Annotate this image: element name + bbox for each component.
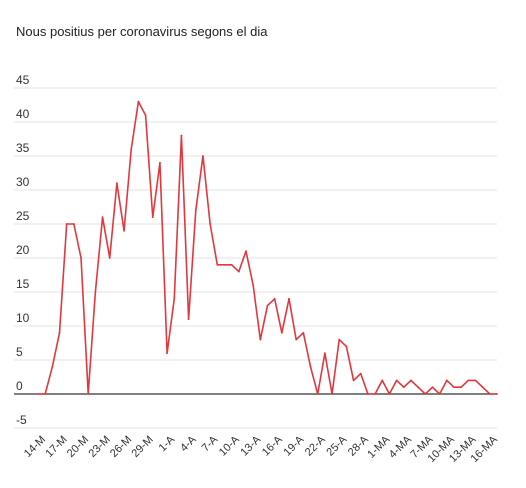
data-point bbox=[51, 365, 54, 368]
x-tick-label: 23-M bbox=[86, 434, 112, 460]
y-axis-ticks: -5 0 5 10 15 20 25 30 35 40 45 bbox=[16, 73, 30, 427]
data-point bbox=[481, 386, 484, 389]
series-group bbox=[37, 100, 498, 395]
data-point bbox=[65, 223, 68, 225]
data-point bbox=[316, 393, 319, 395]
data-point bbox=[445, 379, 448, 382]
data-point bbox=[144, 114, 147, 117]
x-tick-label: 1-MA bbox=[365, 433, 393, 461]
y-tick-label: 15 bbox=[16, 277, 30, 291]
data-point bbox=[180, 134, 183, 137]
x-tick-label: 22-A bbox=[303, 433, 328, 458]
y-tick-label: 30 bbox=[16, 175, 30, 189]
data-point bbox=[302, 331, 305, 334]
data-point bbox=[209, 223, 212, 225]
data-point bbox=[166, 352, 168, 355]
data-point bbox=[194, 209, 197, 212]
y-tick-label: 45 bbox=[16, 73, 30, 87]
x-tick-label: 4-A bbox=[178, 433, 199, 454]
data-point bbox=[288, 297, 290, 300]
data-point bbox=[80, 257, 82, 259]
chart-grid bbox=[14, 87, 497, 429]
data-point bbox=[151, 216, 154, 219]
x-tick-label: 13-A bbox=[238, 433, 263, 458]
data-point bbox=[467, 379, 470, 382]
data-point bbox=[381, 379, 384, 382]
data-point bbox=[202, 155, 204, 157]
data-point bbox=[108, 257, 111, 259]
x-tick-label: 26-M bbox=[108, 434, 134, 460]
data-point bbox=[388, 393, 391, 395]
data-point bbox=[352, 379, 355, 382]
y-tick-label: 0 bbox=[16, 379, 23, 393]
data-point bbox=[331, 393, 333, 395]
data-point bbox=[338, 338, 341, 341]
data-point bbox=[474, 379, 477, 382]
data-point bbox=[417, 386, 420, 389]
data-point bbox=[345, 345, 348, 348]
data-point bbox=[130, 148, 133, 151]
y-tick-label: -5 bbox=[16, 413, 27, 427]
data-point bbox=[187, 318, 190, 321]
x-tick-label: 10-A bbox=[217, 433, 242, 458]
data-point bbox=[44, 393, 47, 395]
data-point bbox=[367, 393, 369, 395]
data-point bbox=[438, 393, 441, 395]
data-point bbox=[94, 291, 97, 293]
data-point bbox=[58, 331, 61, 334]
data-point bbox=[159, 161, 161, 164]
data-point bbox=[245, 250, 247, 253]
data-point bbox=[237, 270, 240, 273]
chart-title: Nous positius per coronavirus segons el … bbox=[16, 24, 268, 39]
y-tick-label: 20 bbox=[16, 243, 30, 257]
data-point bbox=[87, 393, 90, 395]
series-line bbox=[38, 100, 497, 395]
data-point bbox=[323, 352, 326, 355]
data-point bbox=[273, 297, 276, 300]
data-point bbox=[374, 393, 376, 395]
data-point bbox=[259, 338, 262, 341]
data-point bbox=[252, 284, 255, 287]
data-point bbox=[173, 297, 176, 300]
data-point bbox=[431, 386, 434, 389]
x-tick-label: 25-A bbox=[324, 433, 349, 458]
x-tick-label: 14-M bbox=[22, 434, 48, 460]
data-point bbox=[223, 263, 226, 266]
y-tick-label: 35 bbox=[16, 141, 30, 155]
data-point bbox=[115, 182, 118, 185]
data-point bbox=[123, 229, 125, 232]
x-tick-label: 16-A bbox=[260, 433, 285, 458]
data-point bbox=[359, 372, 362, 375]
data-point bbox=[410, 379, 412, 382]
x-tick-label: 1-A bbox=[157, 433, 178, 454]
y-tick-label: 40 bbox=[16, 107, 30, 121]
data-point bbox=[216, 263, 219, 266]
data-point bbox=[37, 393, 39, 395]
x-tick-label: 29-M bbox=[129, 434, 155, 460]
y-tick-label: 5 bbox=[16, 345, 23, 359]
y-tick-label: 10 bbox=[16, 311, 30, 325]
data-point bbox=[230, 263, 233, 266]
data-point bbox=[424, 393, 427, 395]
data-point bbox=[402, 386, 405, 389]
x-tick-label: 19-A bbox=[281, 433, 306, 458]
x-tick-label: 4-MA bbox=[387, 433, 415, 461]
data-point bbox=[395, 379, 398, 382]
data-point bbox=[460, 386, 463, 389]
data-point bbox=[453, 386, 455, 389]
x-tick-label: 17-M bbox=[43, 434, 69, 460]
data-point bbox=[266, 304, 269, 307]
data-point bbox=[295, 338, 298, 341]
y-tick-label: 25 bbox=[16, 209, 30, 223]
data-point bbox=[72, 223, 75, 225]
data-point bbox=[496, 393, 498, 395]
data-point bbox=[101, 216, 104, 219]
x-tick-label: 20-M bbox=[65, 434, 91, 460]
data-point bbox=[137, 100, 140, 103]
data-point bbox=[488, 393, 491, 395]
x-axis-ticks: 14-M17-M20-M23-M26-M29-M 1-A 4-A 7-A10-A13-… bbox=[22, 433, 500, 465]
data-point bbox=[280, 331, 283, 334]
data-point bbox=[309, 365, 312, 368]
